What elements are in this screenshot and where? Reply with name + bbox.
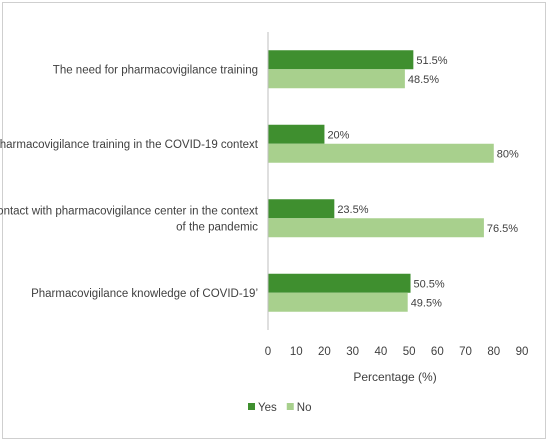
bar-yes — [268, 273, 411, 293]
x-tick-label: 90 — [516, 346, 529, 358]
x-tick-label: 60 — [431, 346, 444, 358]
data-label: 20% — [327, 129, 349, 141]
bar-yes — [268, 199, 335, 219]
x-tick-label: 20 — [318, 346, 331, 358]
x-tick-label: 10 — [290, 346, 303, 358]
bar-no — [268, 69, 405, 89]
x-tick-label: 50 — [403, 346, 416, 358]
legend-swatch-no — [286, 403, 294, 410]
x-tick-label: 70 — [459, 346, 472, 358]
data-label: 50.5% — [414, 278, 445, 290]
data-label: 23.5% — [337, 204, 368, 216]
legend-label-no: No — [297, 402, 312, 414]
legend-swatch-yes — [248, 403, 255, 410]
bar-no — [268, 143, 494, 163]
category-label: Pharmacovigilance training in the COVID-… — [0, 139, 259, 151]
x-axis-ticks: 0 10 20 30 40 50 60 70 80 90 — [265, 346, 529, 358]
data-label: 49.5% — [411, 297, 442, 309]
category-label: Pharmacovigilance knowledge of COVID-19’ — [31, 288, 258, 300]
data-label: 51.5% — [416, 55, 447, 67]
bar-yes — [268, 50, 414, 70]
legend-label-yes: Yes — [258, 402, 277, 414]
legend: Yes No — [248, 402, 311, 414]
bar-no — [268, 218, 484, 238]
category-label: The need for pharmacovigilance training — [53, 64, 258, 76]
bars — [268, 50, 494, 312]
data-labels: 51.5% 48.5% 20% 80% 23.5% 76.5% 50.5% 49.5% — [327, 55, 519, 310]
bar-no — [268, 292, 408, 312]
bar-yes — [268, 124, 325, 144]
category-label: Contact with pharmacovigilance center in… — [0, 205, 259, 233]
x-tick-label: 80 — [487, 346, 500, 358]
x-tick-label: 0 — [265, 346, 271, 358]
x-tick-label: 40 — [374, 346, 387, 358]
x-axis-title: Percentage (%) — [353, 370, 436, 384]
x-tick-label: 30 — [346, 346, 359, 358]
data-label: 48.5% — [408, 74, 439, 86]
category-labels: The need for pharmacovigilance training P… — [0, 64, 259, 300]
data-label: 80% — [497, 148, 519, 160]
data-label: 76.5% — [487, 223, 518, 235]
